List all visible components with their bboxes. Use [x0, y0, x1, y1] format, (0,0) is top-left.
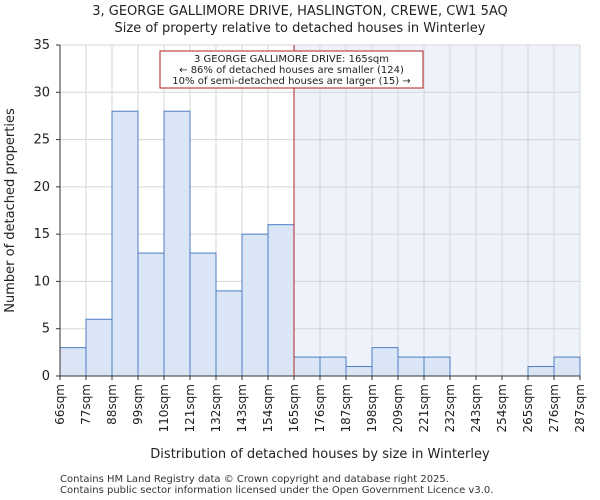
x-tick-label: 99sqm — [131, 384, 145, 425]
histogram-bar — [137, 252, 165, 377]
annotation-line-1: 3 GEORGE GALLIMORE DRIVE: 165sqm — [194, 54, 389, 65]
histogram-bar — [423, 356, 451, 377]
x-tick-label: 187sqm — [339, 384, 353, 432]
annotation-box — [159, 50, 424, 89]
x-tick-label: 143sqm — [235, 384, 249, 432]
histogram-bar — [189, 252, 217, 377]
histogram-bar — [111, 110, 139, 377]
x-tick-label: 154sqm — [261, 384, 275, 432]
x-tick-label: 132sqm — [209, 384, 223, 432]
x-tick-label: 232sqm — [443, 384, 457, 432]
x-tick-label: 77sqm — [79, 384, 93, 425]
histogram-bar — [371, 347, 399, 377]
x-tick-label: 209sqm — [391, 384, 405, 432]
x-tick-label: 276sqm — [547, 384, 561, 432]
annotation-line-2: ← 86% of detached houses are smaller (12… — [179, 65, 404, 76]
histogram-bar — [267, 224, 295, 377]
y-axis-title: Number of detached properties — [3, 108, 18, 313]
x-tick-label: 88sqm — [105, 384, 119, 425]
x-tick-label: 176sqm — [313, 384, 327, 432]
chart-title: 3, GEORGE GALLIMORE DRIVE, HASLINGTON, C… — [92, 4, 508, 19]
x-tick-label: 265sqm — [521, 384, 535, 432]
histogram-bar — [293, 356, 321, 377]
y-tick-label: 0 — [42, 369, 50, 384]
histogram-bar — [85, 318, 113, 377]
histogram-bar — [345, 366, 373, 377]
y-tick-label: 5 — [42, 322, 50, 337]
histogram-bar — [241, 233, 269, 377]
y-tick-label: 25 — [33, 133, 50, 148]
x-axis-title: Distribution of detached houses by size … — [150, 447, 490, 462]
x-tick-label: 243sqm — [469, 384, 483, 432]
x-tick-label: 121sqm — [183, 384, 197, 432]
histogram-bar — [527, 366, 555, 377]
x-tick-label: 254sqm — [495, 384, 509, 432]
footer-copyright: Contains HM Land Registry data © Crown c… — [60, 474, 449, 485]
annotation-line-3: 10% of semi-detached houses are larger (… — [172, 76, 410, 87]
x-tick-label: 66sqm — [53, 384, 67, 425]
highlight-region — [294, 45, 580, 376]
x-tick-label: 221sqm — [417, 384, 431, 432]
x-tick-label: 198sqm — [365, 384, 379, 432]
footer-licence: Contains public sector information licen… — [60, 485, 494, 496]
y-tick-label: 30 — [33, 85, 50, 100]
y-tick-label: 10 — [33, 274, 50, 289]
histogram-bar — [59, 347, 87, 377]
histogram-bar — [553, 356, 581, 377]
chart-subtitle: Size of property relative to detached ho… — [114, 21, 486, 36]
histogram-bar — [319, 356, 347, 377]
x-tick-label: 110sqm — [157, 384, 171, 432]
y-tick-label: 35 — [33, 38, 50, 53]
histogram-bar — [163, 110, 191, 377]
y-tick-label: 15 — [33, 227, 50, 242]
y-tick-label: 20 — [33, 180, 50, 195]
x-tick-label: 287sqm — [573, 384, 587, 432]
histogram-bar — [397, 356, 425, 377]
histogram-bar — [215, 290, 243, 377]
x-tick-label: 165sqm — [287, 384, 301, 432]
